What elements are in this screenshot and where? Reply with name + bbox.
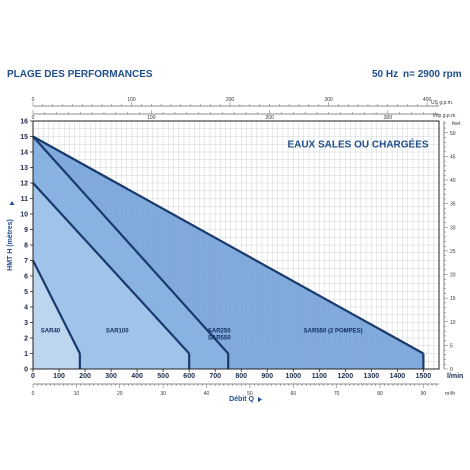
m3h-tick-label: 30 — [160, 391, 166, 397]
region-label-1: SAR40 — [41, 329, 61, 335]
y-tick-label: 3 — [24, 320, 28, 327]
x-unit-label: l/min — [447, 373, 463, 380]
y-tick-label: 0 — [24, 367, 28, 374]
x-tick-label: 1500 — [416, 373, 432, 380]
y-tick-label: 7 — [24, 258, 28, 265]
y-tick-label: 9 — [24, 227, 28, 234]
x-tick-label: 0 — [31, 373, 35, 380]
m3h-tick-label: 70 — [334, 391, 340, 397]
x-tick-label: 1100 — [312, 373, 327, 380]
m3h-unit-label: m³/h — [445, 391, 455, 397]
page-title: PLAGE DES PERFORMANCES — [7, 69, 153, 80]
feet-tick-label: 25 — [450, 249, 456, 255]
x-tick-label: 800 — [235, 373, 247, 380]
m3h-tick-label: 10 — [74, 391, 80, 397]
y-tick-label: 5 — [24, 289, 28, 296]
x-axis-label: Débit Q — [229, 396, 254, 403]
y-tick-label: 4 — [24, 305, 28, 312]
x-tick-label: 1200 — [338, 373, 354, 380]
feet-tick-label: 0 — [450, 367, 453, 373]
curve-2 — [32, 135, 230, 355]
x-tick-label: 900 — [261, 373, 273, 380]
frequency-label: 50 Hz — [372, 69, 399, 80]
imp-gpm-unit-label: Imp g.p.m. — [433, 113, 457, 119]
x-tick-label: 300 — [105, 373, 117, 380]
x-arrow-icon — [258, 397, 262, 402]
chart-title: EAUX SALES OU CHARGÉES — [287, 137, 428, 150]
imp-gpm-tick-label: 300 — [384, 115, 393, 121]
y-tick-label: 10 — [20, 212, 28, 219]
y-tick-label: 11 — [21, 196, 29, 203]
imp-gpm-tick-label: 200 — [265, 115, 274, 121]
m3h-tick-label: 50 — [247, 391, 253, 397]
us-gpm-tick-label: 400 — [423, 97, 432, 103]
curve-4 — [32, 260, 81, 354]
m3h-tick-label: 20 — [117, 391, 123, 397]
curve-1 — [32, 135, 424, 355]
feet-tick-label: 45 — [450, 154, 456, 160]
m3h-tick-label: 40 — [204, 391, 210, 397]
y-tick-label: 1 — [24, 351, 28, 358]
imp-gpm-tick-label: 100 — [147, 115, 156, 121]
y-tick-label: 14 — [20, 150, 28, 157]
speed-label: n= 2900 rpm — [403, 69, 462, 80]
m3h-tick-label: 60 — [290, 391, 296, 397]
curve-3 — [32, 182, 190, 355]
region-label-2: SAR100 — [106, 329, 129, 335]
region-label-3: SAR250 — [208, 329, 231, 335]
region-label-5: SAR550 (2 POMPES) — [304, 329, 363, 335]
feet-tick-label: 20 — [450, 273, 456, 279]
y-tick-label: 6 — [24, 274, 28, 281]
us-gpm-tick-label: 0 — [32, 97, 35, 103]
m3h-tick-label: 0 — [32, 391, 35, 397]
x-tick-label: 1400 — [390, 373, 406, 380]
y-tick-label: 8 — [24, 243, 28, 250]
y-axis-label: HMT H (mètres) — [7, 219, 14, 271]
x-tick-label: 600 — [183, 373, 195, 380]
feet-tick-label: 50 — [450, 131, 456, 137]
x-tick-label: 100 — [53, 373, 65, 380]
y-tick-label: 2 — [24, 336, 28, 343]
x-tick-label: 500 — [157, 373, 169, 380]
m3h-tick-label: 90 — [421, 391, 427, 397]
x-tick-label: 1000 — [285, 373, 301, 380]
us-gpm-unit-label: US g.p.m. — [431, 100, 453, 106]
feet-tick-label: 5 — [450, 343, 453, 349]
feet-unit-label: feet — [452, 121, 461, 127]
imp-gpm-tick-label: 0 — [32, 115, 35, 121]
area-3 — [33, 183, 190, 369]
feet-tick-label: 30 — [450, 225, 456, 231]
area-4 — [33, 260, 80, 369]
us-gpm-tick-label: 100 — [127, 97, 136, 103]
x-tick-label: 1300 — [364, 373, 380, 380]
m3h-tick-label: 80 — [377, 391, 383, 397]
y-tick-label: 15 — [20, 134, 28, 141]
feet-tick-label: 40 — [450, 178, 456, 184]
y-tick-label: 13 — [20, 165, 28, 172]
feet-tick-label: 35 — [450, 202, 456, 208]
y-tick-label: 12 — [20, 181, 28, 188]
us-gpm-tick-label: 200 — [226, 97, 235, 103]
x-tick-label: 400 — [131, 373, 143, 380]
region-label-4: SAR550 — [208, 336, 231, 342]
feet-tick-label: 10 — [450, 320, 456, 326]
x-tick-label: 200 — [79, 373, 91, 380]
x-tick-label: 700 — [209, 373, 221, 380]
us-gpm-tick-label: 300 — [324, 97, 333, 103]
y-arrow-icon — [9, 201, 15, 205]
y-tick-label: 16 — [20, 119, 28, 126]
feet-tick-label: 15 — [450, 296, 456, 302]
